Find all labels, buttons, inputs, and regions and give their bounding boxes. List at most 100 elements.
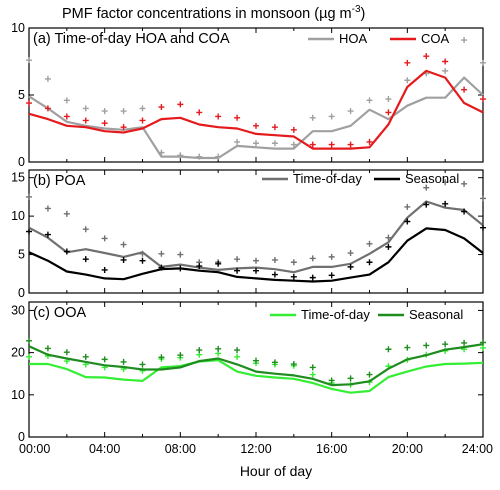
legend-label: Seasonal [409, 307, 463, 322]
upper-bound-marker [404, 77, 411, 84]
upper-bound-marker [461, 37, 468, 44]
upper-bound-marker [158, 264, 165, 271]
upper-bound-marker [63, 113, 70, 120]
upper-bound-marker [234, 138, 241, 145]
upper-bound-marker [26, 337, 32, 344]
upper-bound-marker [44, 205, 51, 212]
upper-bound-marker [82, 353, 89, 360]
upper-bound-marker [442, 58, 449, 65]
upper-bound-marker [139, 257, 146, 264]
upper-bound-marker [158, 104, 165, 111]
x-axis-label: Hour of day [240, 463, 312, 479]
upper-bound-marker [404, 203, 411, 210]
x-tick-label: 20:00 [392, 442, 423, 456]
upper-bound-marker [82, 256, 89, 263]
upper-bound-marker [271, 256, 278, 263]
upper-bound-marker [347, 263, 354, 270]
upper-bound-marker [234, 267, 241, 274]
upper-bound-marker [215, 260, 222, 267]
panel-a: 0 5 10 HOA COA (a) Time-of-day HOA and COA [11, 21, 486, 169]
upper-bound-marker [44, 345, 51, 352]
panel-label: (a) Time-of-day HOA and COA [33, 31, 230, 47]
upper-bound-marker [271, 271, 278, 278]
upper-bound-marker [120, 108, 127, 115]
series-seasonal [26, 337, 486, 387]
upper-bound-marker [234, 347, 241, 354]
upper-bound-marker [309, 274, 316, 281]
legend-label: Time-of-day [301, 307, 370, 322]
upper-bound-marker [120, 256, 127, 263]
upper-bound-marker [423, 201, 430, 208]
upper-bound-marker [44, 231, 51, 238]
series-line [28, 69, 484, 150]
upper-bound-marker [177, 101, 184, 108]
upper-bound-marker [404, 344, 411, 351]
y-tick-label: 10 [11, 21, 25, 35]
series-coa [26, 53, 486, 150]
upper-bound-marker [385, 96, 392, 103]
y-tick-label: 30 [11, 303, 25, 317]
upper-bound-marker [120, 358, 127, 365]
upper-bound-marker [120, 124, 127, 131]
upper-bound-marker [26, 57, 32, 64]
upper-bound-marker [63, 210, 70, 217]
upper-bound-marker [63, 349, 70, 356]
plot-frame [28, 169, 484, 294]
x-tick-label: 08:00 [165, 442, 196, 456]
upper-bound-marker [82, 226, 89, 233]
upper-bound-marker [328, 272, 335, 279]
upper-bound-marker [253, 267, 259, 274]
upper-bound-marker [480, 339, 486, 346]
upper-bound-marker [177, 152, 184, 159]
upper-bound-marker [423, 53, 430, 60]
y-tick-label: 10 [11, 209, 25, 223]
upper-bound-marker [158, 354, 165, 361]
legend-label: Seasonal [405, 171, 459, 186]
upper-bound-marker [480, 59, 486, 66]
series-time-of-day [26, 179, 486, 274]
upper-bound-marker [177, 352, 184, 359]
upper-bound-marker [290, 361, 297, 368]
upper-bound-marker [26, 193, 32, 200]
upper-bound-marker [366, 138, 373, 145]
upper-bound-marker [253, 357, 259, 364]
upper-bound-marker [480, 344, 486, 351]
upper-bound-marker [328, 253, 335, 260]
upper-bound-marker [44, 75, 51, 82]
upper-bound-marker [442, 67, 449, 74]
x-tick-label: 04:00 [89, 442, 120, 456]
upper-bound-marker [82, 117, 89, 124]
upper-bound-marker [290, 273, 297, 280]
series-line [28, 76, 484, 160]
upper-bound-marker [290, 141, 297, 148]
upper-bound-marker [26, 228, 32, 235]
upper-bound-marker [101, 235, 108, 242]
upper-bound-marker [309, 114, 316, 121]
upper-bound-marker [461, 180, 468, 187]
upper-bound-marker [196, 347, 203, 354]
y-tick-label: 20 [11, 346, 25, 360]
upper-bound-marker [215, 153, 222, 160]
upper-bound-marker [101, 120, 108, 127]
y-tick-label: 5 [18, 248, 25, 262]
upper-bound-marker [290, 126, 297, 133]
x-tick-label: 24:00 [462, 442, 493, 456]
upper-bound-marker [271, 359, 278, 366]
upper-bound-marker [215, 345, 222, 352]
upper-bound-marker [26, 100, 32, 107]
series-time-of-day [26, 344, 486, 394]
upper-bound-marker [290, 259, 297, 266]
upper-bound-marker [101, 356, 108, 363]
upper-bound-marker [385, 109, 392, 116]
upper-bound-marker [480, 224, 486, 231]
upper-bound-marker [139, 250, 146, 257]
upper-bound-marker [480, 195, 486, 202]
figure-title: PMF factor concentrations in monsoon (µg… [62, 4, 365, 22]
upper-bound-marker [442, 341, 449, 348]
upper-bound-marker [120, 241, 127, 248]
upper-bound-marker [423, 342, 430, 349]
series-line [28, 200, 484, 274]
series-seasonal [26, 200, 486, 283]
panel-b: 0 5 10 15 Time-of-day Seasonal (b) POA [11, 169, 486, 300]
